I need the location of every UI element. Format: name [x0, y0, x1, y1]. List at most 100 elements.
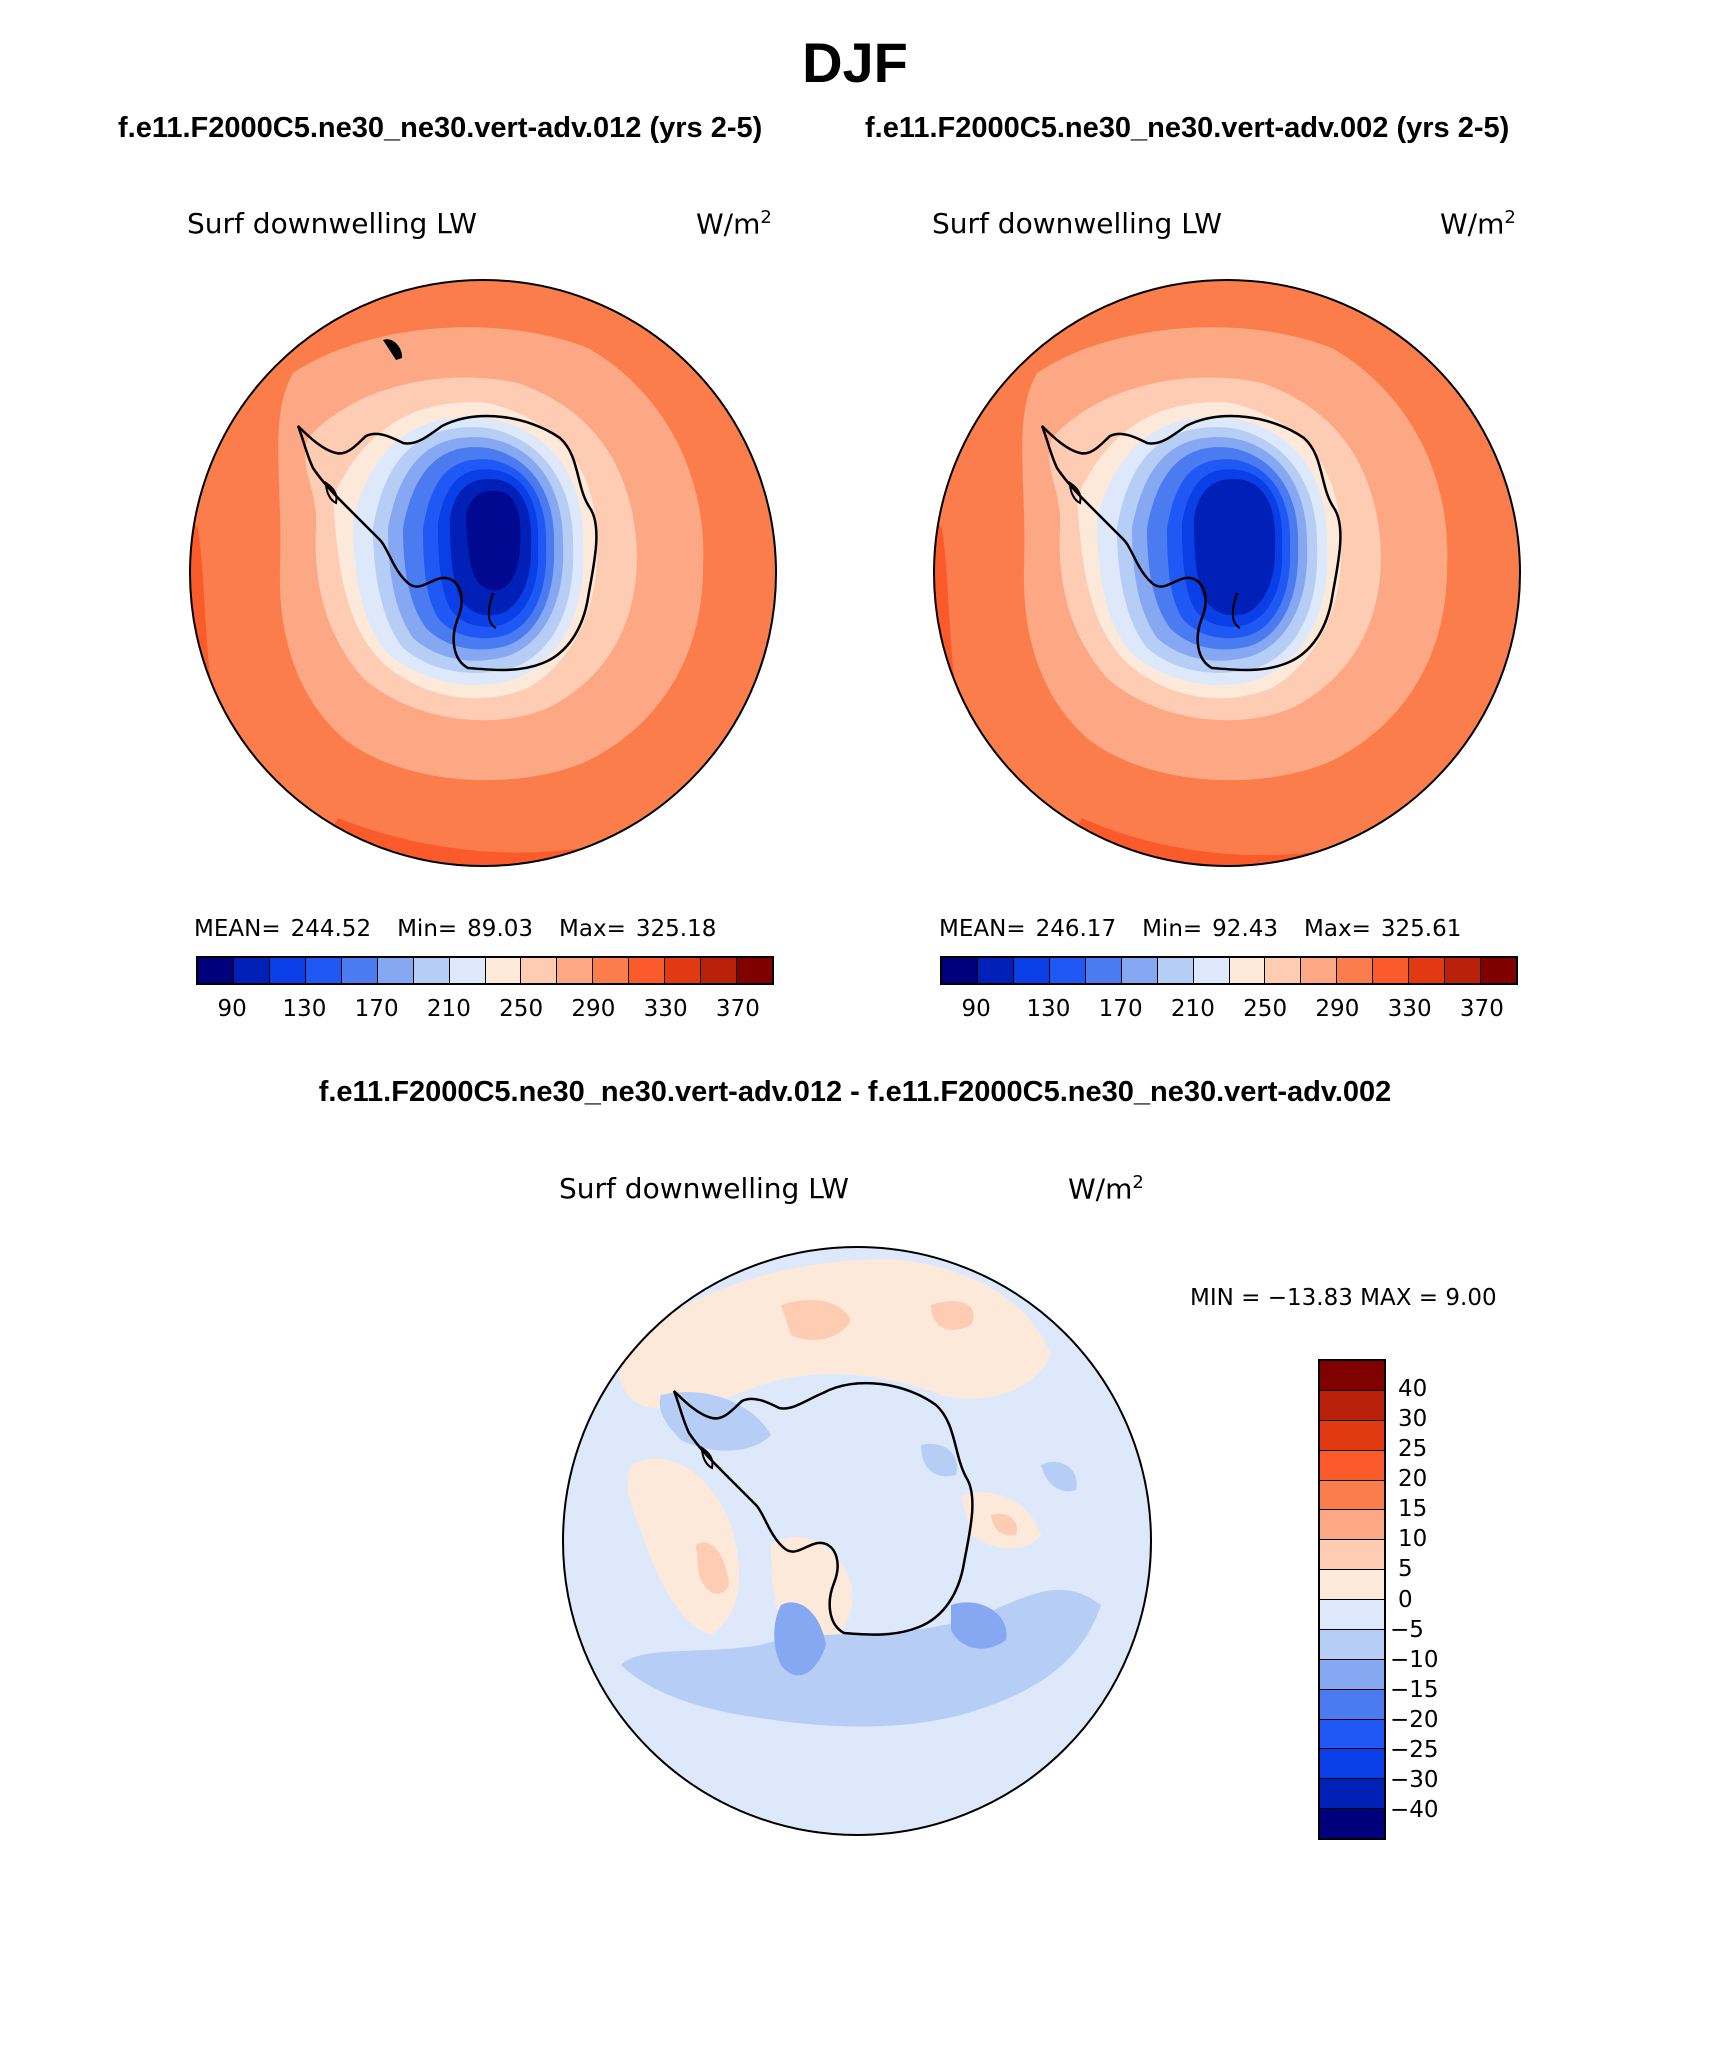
colorbar-left-ticks: 90 130 170 210 250 290 330 370 [196, 996, 774, 1026]
colorbar-swatch [1481, 958, 1516, 983]
colorbar-swatch [1229, 958, 1266, 983]
colorbar-level-label: 5 [1398, 1556, 1413, 1583]
colorbar-tick-label: 370 [715, 996, 760, 1022]
colorbar-swatch [1320, 1570, 1384, 1600]
colorbar-swatch [1320, 1689, 1384, 1720]
colorbar-swatch [1320, 1629, 1384, 1660]
colorbar-level-label: 40 [1398, 1376, 1428, 1403]
colorbar-swatch [665, 958, 702, 983]
map-right-border [933, 279, 1521, 867]
colorbar-swatch [305, 958, 342, 983]
map-right-antarctic-polar [933, 279, 1521, 867]
diff-variable: Surf downwelling LW [559, 1172, 849, 1205]
colorbar-swatch [485, 958, 522, 983]
colorbar-swatch [233, 958, 270, 983]
colorbar-level-label: 10 [1398, 1526, 1428, 1553]
colorbar-swatch [1265, 958, 1302, 983]
antarctica-coastline-left [296, 414, 598, 672]
colorbar-tick-label: 290 [1315, 996, 1360, 1022]
colorbar-swatch [377, 958, 414, 983]
colorbar-swatch [1193, 958, 1230, 983]
colorbar-left [196, 956, 774, 985]
colorbar-swatch [1320, 1540, 1384, 1571]
colorbar-swatch [737, 958, 772, 983]
colorbar-level-label: −25 [1390, 1736, 1439, 1763]
colorbar-swatch [449, 958, 486, 983]
colorbar-swatch [1409, 958, 1446, 983]
colorbar-tick-label: 370 [1459, 996, 1504, 1022]
colorbar-tick-label: 90 [217, 996, 247, 1022]
case-title-right: f.e11.F2000C5.ne30_ne30.vert-adv.002 (yr… [865, 112, 1510, 144]
colorbar-tick-label: 210 [1170, 996, 1215, 1022]
colorbar-swatch [1320, 1809, 1384, 1838]
colorbar-swatch [1320, 1390, 1384, 1421]
colorbar-swatch [557, 958, 594, 983]
colorbar-swatch [593, 958, 630, 983]
colorbar-swatch [269, 958, 306, 983]
diff-title: f.e11.F2000C5.ne30_ne30.vert-adv.012 - f… [318, 1076, 1392, 1108]
colorbar-level-label: 0 [1398, 1586, 1413, 1613]
antarctica-coastline-right [1040, 414, 1342, 672]
colorbar-tick-label: 130 [1026, 996, 1071, 1022]
colorbar-swatch [701, 958, 738, 983]
colorbar-level-label: 20 [1398, 1466, 1428, 1493]
colorbar-swatch [1337, 958, 1374, 983]
colorbar-swatch [1320, 1600, 1384, 1630]
case-title-left: f.e11.F2000C5.ne30_ne30.vert-adv.012 (yr… [118, 112, 763, 144]
colorbar-swatch [1320, 1719, 1384, 1750]
colorbar-swatch [521, 958, 558, 983]
map-left-antarctic-polar [189, 279, 777, 867]
colorbar-swatch [1320, 1361, 1384, 1391]
colorbar-level-label: −30 [1390, 1766, 1439, 1793]
colorbar-tick-label: 250 [1243, 996, 1288, 1022]
colorbar-level-label: 25 [1398, 1436, 1428, 1463]
colorbar-level-label: −15 [1390, 1676, 1439, 1703]
colorbar-level-label: −10 [1390, 1646, 1439, 1673]
colorbar-diff-labels: 40 30 25 20 15 10 5 0 −5 −10 −15 −20 −25 −30 −40 [1390, 1359, 1478, 1840]
colorbar-swatch [1049, 958, 1086, 983]
colorbar-right [940, 956, 1518, 985]
colorbar-swatch [1301, 958, 1338, 983]
colorbar-swatch [1320, 1749, 1384, 1780]
map-diff-antarctic-polar [562, 1246, 1152, 1836]
figure-title: DJF [802, 31, 908, 94]
colorbar-level-label: 30 [1398, 1406, 1428, 1433]
colorbar-swatch [1320, 1450, 1384, 1481]
colorbar-level-label: −40 [1390, 1796, 1439, 1823]
panel-right-variable: Surf downwelling LW [932, 207, 1222, 240]
colorbar-tick-label: 90 [961, 996, 991, 1022]
colorbar-swatch [1320, 1480, 1384, 1511]
colorbar-tick-label: 130 [282, 996, 327, 1022]
diff-minmax: MIN = −13.83 MAX = 9.00 [1190, 1285, 1497, 1311]
colorbar-swatch [1320, 1510, 1384, 1541]
colorbar-swatch [1085, 958, 1122, 983]
colorbar-level-label: −20 [1390, 1706, 1439, 1733]
diff-units: W/m2 [1068, 1172, 1144, 1206]
colorbar-diff [1318, 1359, 1386, 1840]
colorbar-swatch [1013, 958, 1050, 983]
colorbar-swatch [1157, 958, 1194, 983]
colorbar-level-label: −5 [1390, 1616, 1424, 1643]
antarctica-coastline-diff [672, 1381, 974, 1636]
colorbar-swatch [1320, 1659, 1384, 1690]
colorbar-swatch [1445, 958, 1482, 983]
colorbar-swatch [413, 958, 450, 983]
colorbar-level-label: 15 [1398, 1496, 1428, 1523]
panel-right-units: W/m2 [1440, 207, 1516, 241]
colorbar-swatch [1320, 1779, 1384, 1810]
colorbar-swatch [341, 958, 378, 983]
map-left-border [189, 279, 777, 867]
colorbar-tick-label: 250 [499, 996, 544, 1022]
panel-left-variable: Surf downwelling LW [187, 207, 477, 240]
colorbar-tick-label: 290 [571, 996, 616, 1022]
colorbar-swatch [198, 958, 234, 983]
panel-left-units: W/m2 [696, 207, 772, 241]
colorbar-right-ticks: 90 130 170 210 250 290 330 370 [940, 996, 1518, 1026]
colorbar-tick-label: 330 [1387, 996, 1432, 1022]
panel-left-stats: MEAN= 244.52 Min= 89.03 Max= 325.18 [194, 916, 717, 942]
colorbar-tick-label: 210 [426, 996, 471, 1022]
colorbar-tick-label: 170 [354, 996, 399, 1022]
colorbar-swatch [1121, 958, 1158, 983]
colorbar-swatch [1320, 1420, 1384, 1451]
colorbar-swatch [977, 958, 1014, 983]
